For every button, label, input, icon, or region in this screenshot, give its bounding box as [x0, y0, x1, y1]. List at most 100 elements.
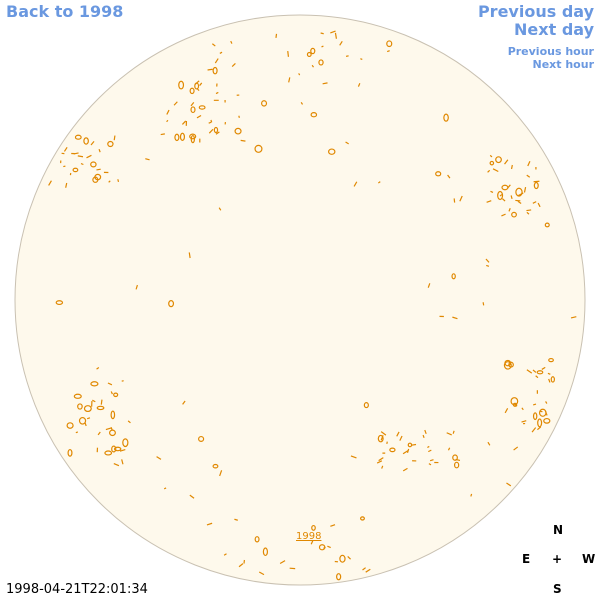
contour — [110, 410, 116, 420]
contour — [447, 174, 451, 179]
contour — [357, 83, 361, 87]
contour — [240, 139, 246, 142]
contour — [189, 87, 195, 95]
contour — [570, 316, 577, 319]
contour — [83, 137, 89, 145]
contour — [541, 366, 546, 370]
contour — [544, 222, 550, 228]
contour — [67, 448, 73, 457]
contour — [63, 146, 68, 152]
contour — [459, 195, 463, 202]
contour — [538, 408, 547, 417]
contour — [532, 369, 537, 373]
contour — [86, 417, 91, 420]
contour — [55, 300, 64, 306]
contour — [310, 112, 318, 118]
contour — [523, 187, 527, 193]
contour — [489, 154, 493, 158]
previous-day-link[interactable]: Previous day — [477, 2, 594, 21]
year-link[interactable]: 1998 — [296, 531, 322, 542]
contour — [196, 114, 202, 119]
contour — [347, 555, 351, 560]
contour — [336, 573, 342, 581]
contour — [108, 180, 111, 183]
contour — [360, 58, 363, 60]
contour — [492, 168, 499, 173]
contour — [532, 201, 537, 204]
timestamp: 1998-04-21T22:01:34 — [6, 582, 148, 597]
contour — [107, 382, 113, 386]
contour — [168, 300, 175, 308]
contour — [145, 158, 150, 161]
contour — [127, 420, 131, 424]
contour — [327, 545, 331, 549]
contour — [422, 434, 425, 439]
contour — [526, 209, 532, 212]
next-hour-link[interactable]: Next hour — [532, 58, 595, 71]
contour — [190, 101, 195, 107]
compass-west: W — [582, 552, 596, 566]
contour — [510, 195, 513, 200]
contour — [508, 361, 514, 368]
contour — [156, 456, 162, 460]
contour — [526, 211, 530, 215]
contour — [537, 426, 542, 431]
compass-center: + — [552, 552, 563, 566]
contour — [174, 133, 180, 142]
contour — [218, 207, 222, 211]
contour — [219, 51, 223, 54]
contour — [510, 164, 513, 170]
contour — [104, 450, 113, 456]
contour — [190, 106, 196, 114]
contour — [320, 32, 324, 35]
contour — [109, 429, 116, 437]
contour — [501, 213, 506, 217]
contour — [113, 462, 120, 467]
contour — [75, 431, 79, 434]
contour — [318, 544, 326, 551]
contour — [545, 401, 548, 404]
contour — [189, 494, 195, 499]
contour — [504, 408, 509, 414]
contour — [521, 420, 527, 423]
contour — [446, 432, 452, 436]
contour — [261, 100, 268, 107]
contour — [215, 91, 219, 95]
contour — [535, 375, 539, 379]
contour — [428, 449, 432, 453]
contour — [515, 187, 523, 197]
contour — [96, 367, 100, 370]
contour — [452, 454, 458, 461]
contour — [380, 431, 387, 436]
contour — [96, 168, 101, 171]
contour — [113, 135, 116, 141]
contour — [499, 194, 503, 197]
contour — [377, 181, 381, 184]
contour — [447, 447, 451, 451]
contour — [508, 207, 511, 212]
contour — [548, 378, 551, 383]
contour — [135, 284, 138, 290]
previous-hour-link[interactable]: Previous hour — [507, 45, 594, 58]
contour — [98, 148, 101, 153]
next-day-link[interactable]: Next day — [514, 20, 594, 39]
contour — [234, 518, 238, 521]
contour — [339, 554, 346, 563]
contour — [163, 487, 167, 490]
contour — [424, 429, 427, 435]
solar-disk — [14, 14, 586, 586]
contour — [77, 155, 84, 158]
back-link[interactable]: Back to 1998 — [6, 2, 124, 21]
contour — [330, 524, 336, 527]
compass-north: N — [553, 523, 564, 537]
contour — [511, 211, 517, 218]
contour — [363, 402, 369, 409]
contour — [376, 460, 383, 464]
contour — [490, 190, 494, 193]
contour — [443, 113, 449, 122]
contour — [517, 200, 522, 204]
contour — [310, 540, 314, 545]
contour — [90, 381, 99, 387]
contour — [213, 126, 219, 134]
contour — [389, 447, 396, 453]
